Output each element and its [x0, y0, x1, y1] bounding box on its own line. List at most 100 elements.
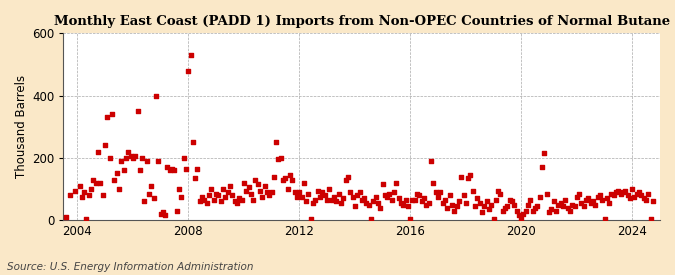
Text: Source: U.S. Energy Information Administration: Source: U.S. Energy Information Administ… [7, 262, 253, 272]
Point [516, 216, 526, 221]
Point [273, 157, 284, 162]
Point [400, 198, 411, 202]
Point [564, 209, 575, 213]
Point [285, 173, 296, 177]
Point [211, 191, 221, 196]
Title: Monthly East Coast (PADD 1) Imports from Non-OPEC Countries of Normal Butane: Monthly East Coast (PADD 1) Imports from… [53, 15, 670, 28]
Point [238, 181, 249, 185]
Point [597, 198, 608, 202]
Point [88, 177, 99, 182]
Point [148, 196, 159, 200]
Point [287, 177, 298, 182]
Point [252, 182, 263, 186]
Point [384, 191, 395, 196]
Point [261, 190, 272, 194]
Point [386, 198, 397, 202]
Point [548, 199, 559, 204]
Point [414, 193, 425, 197]
Point [109, 177, 119, 182]
Point [458, 193, 469, 197]
Point [347, 195, 358, 199]
Point [410, 198, 421, 202]
Point [53, 87, 64, 92]
Point [342, 174, 353, 179]
Point [340, 177, 351, 182]
Point [146, 184, 157, 188]
Point [296, 195, 307, 199]
Point [84, 193, 95, 197]
Point [379, 193, 390, 197]
Point [356, 198, 367, 202]
Point [225, 184, 236, 188]
Point [162, 165, 173, 169]
Point [648, 199, 659, 204]
Point [490, 198, 501, 202]
Point [465, 173, 476, 177]
Point [601, 196, 612, 200]
Point [240, 188, 251, 193]
Point [483, 207, 494, 211]
Point [363, 202, 374, 207]
Point [107, 112, 117, 117]
Point [475, 201, 485, 205]
Point [105, 156, 115, 160]
Point [271, 140, 281, 144]
Point [217, 187, 228, 191]
Point [164, 168, 175, 172]
Point [310, 198, 321, 202]
Point [590, 202, 601, 207]
Point [192, 167, 203, 171]
Point [435, 190, 446, 194]
Point [511, 209, 522, 213]
Point [178, 156, 189, 160]
Point [234, 196, 244, 200]
Point [315, 195, 325, 199]
Point [574, 191, 585, 196]
Point [636, 193, 647, 197]
Point [308, 201, 319, 205]
Point [181, 167, 192, 171]
Point [454, 199, 464, 204]
Point [123, 149, 134, 154]
Point [206, 187, 217, 191]
Point [370, 195, 381, 199]
Point [629, 195, 640, 199]
Point [282, 187, 293, 191]
Point [405, 216, 416, 221]
Point [472, 196, 483, 200]
Point [65, 193, 76, 197]
Point [645, 216, 656, 221]
Point [188, 140, 198, 144]
Point [155, 212, 166, 216]
Point [433, 195, 443, 199]
Point [132, 109, 143, 113]
Point [333, 191, 344, 196]
Point [560, 198, 570, 202]
Point [345, 190, 356, 194]
Point [639, 196, 649, 200]
Point [280, 176, 291, 180]
Point [167, 167, 178, 171]
Point [134, 168, 145, 172]
Point [470, 204, 481, 208]
Point [428, 181, 439, 185]
Point [115, 159, 126, 163]
Point [403, 204, 414, 208]
Point [479, 204, 490, 208]
Point [361, 201, 372, 205]
Point [643, 191, 654, 196]
Point [398, 202, 409, 207]
Point [391, 181, 402, 185]
Point [354, 190, 365, 194]
Point [514, 213, 524, 218]
Point [153, 159, 164, 163]
Point [481, 199, 492, 204]
Point [113, 187, 124, 191]
Point [120, 156, 131, 160]
Point [275, 156, 286, 160]
Point [136, 156, 147, 160]
Point [421, 202, 432, 207]
Point [322, 198, 333, 202]
Point [587, 199, 598, 204]
Point [456, 174, 466, 179]
